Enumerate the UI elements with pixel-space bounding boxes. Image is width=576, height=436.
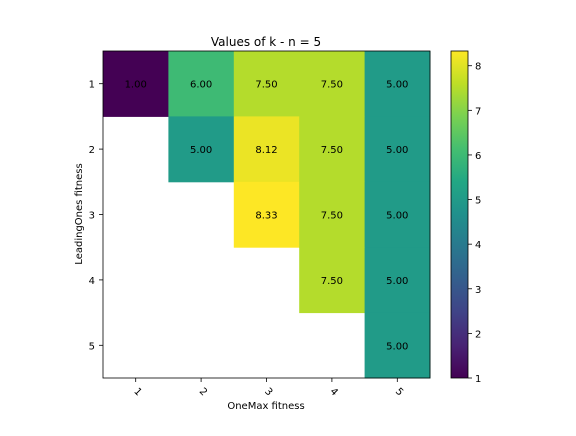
heatmap-cell-labels: 1.00 6.00 7.50 7.50 5.00 5.00 8.12 7.50 5.00 8.33… (125, 80, 409, 353)
colorbar-tick-label: 6 (475, 151, 481, 162)
y-tick-label: 1 (89, 80, 95, 91)
cell-value-label: 5.00 (386, 276, 408, 287)
colorbar-tick-label: 4 (475, 240, 481, 251)
y-tick-label: 2 (89, 145, 95, 156)
colorbar-tick-label: 1 (475, 374, 481, 385)
cell-value-label: 1.00 (125, 80, 147, 91)
cell-value-label: 7.50 (255, 80, 277, 91)
colorbar-tick-label: 2 (475, 329, 481, 340)
cell-value-label: 5.00 (190, 145, 212, 156)
x-tick-label: 4 (328, 386, 340, 398)
heatmap-cell (364, 247, 431, 314)
cell-value-label: 5.00 (386, 145, 408, 156)
cell-value-label: 7.50 (321, 211, 343, 222)
colorbar-tick-label: 3 (475, 285, 481, 296)
heatmap-cell (233, 116, 300, 183)
x-tick-label: 3 (262, 386, 274, 398)
heatmap-cell (299, 116, 366, 183)
x-axis-ticks: 1 2 3 4 5 (131, 378, 405, 398)
x-axis-label: OneMax fitness (227, 401, 304, 412)
y-axis-ticks: 1 2 3 4 5 (89, 80, 103, 352)
y-axis-label: LeadingOnes fitness (74, 163, 85, 264)
heatmap-cell (233, 51, 300, 117)
heatmap-cell (364, 181, 431, 248)
heatmap-cell (364, 116, 431, 183)
heatmap-cell (364, 312, 431, 379)
heatmap-cell (299, 247, 366, 314)
heatmap-cell (299, 181, 366, 248)
cell-value-label: 5.00 (386, 341, 408, 352)
heatmap-cell (168, 116, 235, 183)
cell-value-label: 7.50 (321, 80, 343, 91)
colorbar-tick-label: 5 (475, 196, 481, 207)
chart-title: Values of k - n = 5 (211, 35, 321, 49)
x-tick-label: 5 (393, 386, 405, 398)
colorbar-ticks: 1 2 3 4 5 6 7 8 (468, 62, 481, 385)
heatmap-cells (103, 51, 431, 379)
cell-value-label: 8.33 (255, 211, 277, 222)
heatmap-cell (233, 181, 300, 248)
cell-value-label: 7.50 (321, 145, 343, 156)
x-tick-label: 2 (197, 386, 209, 398)
cell-value-label: 5.00 (386, 211, 408, 222)
cell-value-label: 5.00 (386, 80, 408, 91)
cell-value-label: 7.50 (321, 276, 343, 287)
colorbar-tick-label: 8 (475, 62, 481, 73)
x-tick-label: 1 (131, 386, 143, 398)
heatmap-cell (364, 51, 431, 117)
heatmap-cell (168, 51, 235, 117)
heatmap-cell (299, 51, 366, 117)
cell-value-label: 6.00 (190, 80, 212, 91)
colorbar (450, 50, 469, 379)
heatmap-cell (103, 51, 169, 117)
y-tick-label: 5 (89, 341, 95, 352)
y-tick-label: 4 (89, 276, 95, 287)
colorbar-tick-label: 7 (475, 106, 481, 117)
y-tick-label: 3 (89, 211, 95, 222)
cell-value-label: 8.12 (255, 145, 277, 156)
